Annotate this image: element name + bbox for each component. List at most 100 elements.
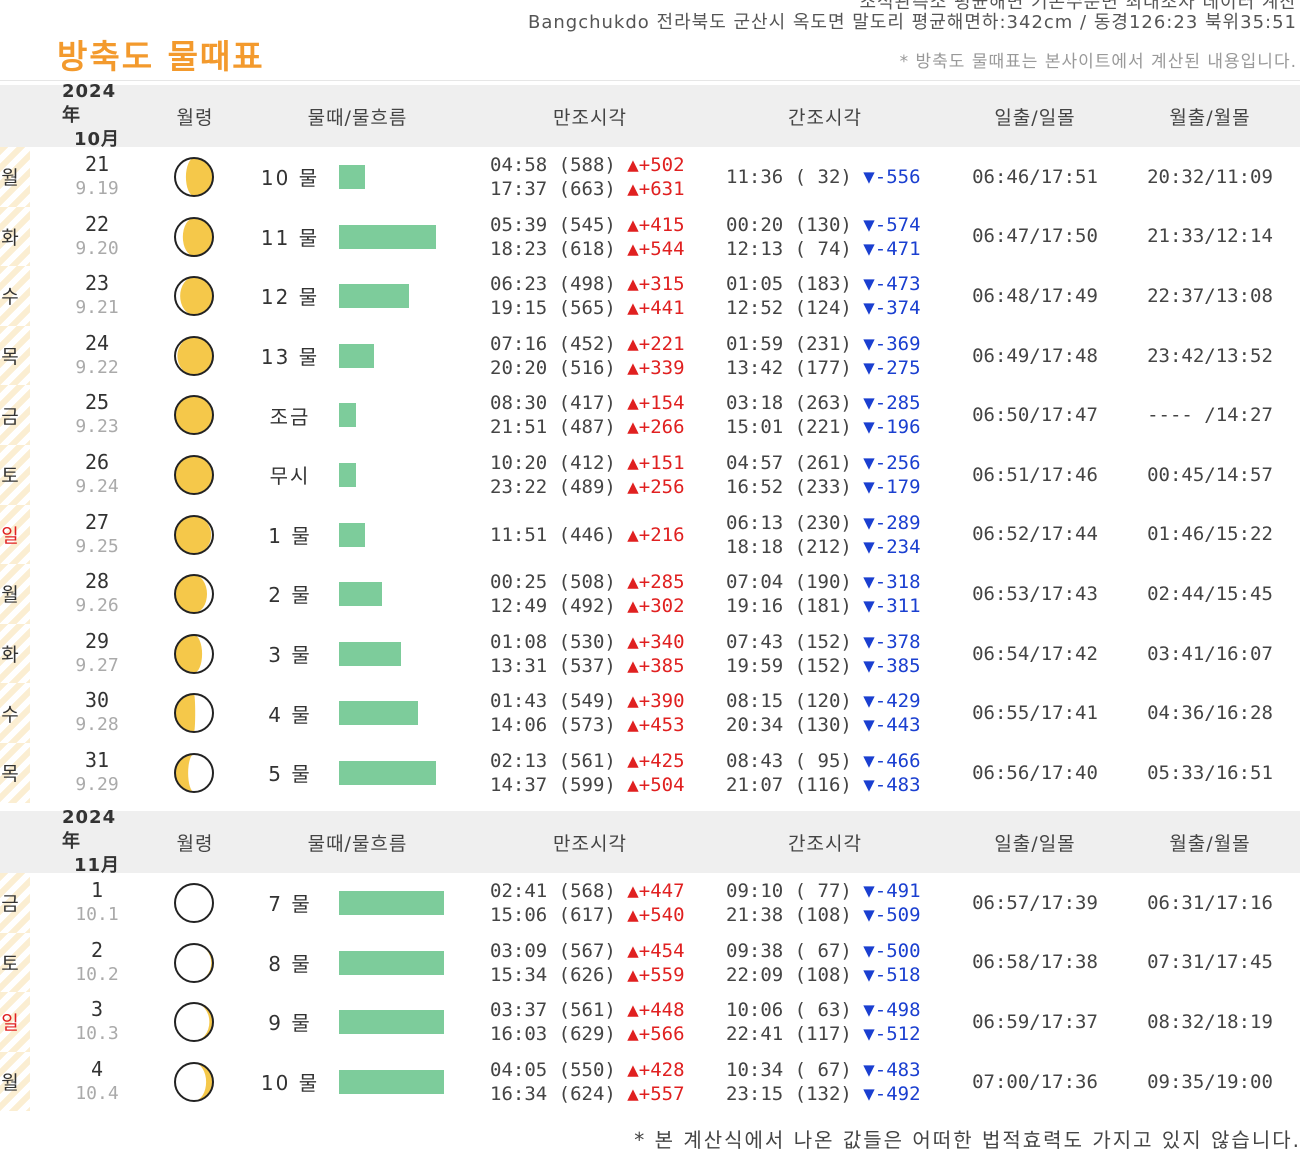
month-header-row: 2024年 10月 월령 물때/물흐름 만조시각 간조시각 일출/일몰 월출/월… <box>0 81 1300 150</box>
col-header-low-tide: 간조시각 <box>788 832 862 855</box>
month-table-november: 2024年 11月 월령 물때/물흐름 만조시각 간조시각 일출/일몰 월출/월… <box>0 807 1300 1112</box>
moon-phase-icon <box>173 514 215 556</box>
red-triangle-up-icon: ▲ <box>627 297 639 320</box>
moon-phase-icon <box>173 394 215 436</box>
high-tide-time: 15:34 (626) <box>490 963 616 986</box>
red-triangle-up-icon: ▲ <box>627 880 639 902</box>
month-label: 2024年 11月 <box>62 807 132 876</box>
day-number: 24 <box>84 330 110 355</box>
col-header-moon-age: 월령 <box>176 832 214 855</box>
day-number: 30 <box>84 688 110 713</box>
sunrise-sunset: 06:48/17:49 <box>972 284 1098 307</box>
high-tide-entry: 14:37 (599) ▲+504 <box>490 773 685 797</box>
lunar-date: 9.27 <box>75 654 119 676</box>
low-tide-time: 12:52 (124) <box>726 297 852 320</box>
tide-flow-bar <box>339 582 382 607</box>
moon-phase-icon <box>173 335 215 377</box>
tide-stage: 5 물 <box>268 762 312 787</box>
moonrise-moonset: 21:33/12:14 <box>1147 225 1273 248</box>
high-tide-time: 14:37 (599) <box>490 773 616 796</box>
high-tide-entry: 02:41 (568) ▲+447 <box>490 879 685 903</box>
blue-triangle-down-icon: ▼ <box>863 237 875 260</box>
low-tide-entry: 15:01 (221) ▼-196 <box>726 415 921 439</box>
day-number: 25 <box>84 390 110 415</box>
high-tide-diff: +425 <box>638 749 685 772</box>
blue-triangle-down-icon: ▼ <box>863 999 875 1022</box>
day-row: 일 27 9.25 1 물 11:51 (446) ▲+216 06:13 (230) ▼… <box>0 504 1300 565</box>
tide-stage: 12 물 <box>260 285 320 310</box>
weekday-strip <box>0 266 30 326</box>
tide-flow-bar <box>339 1010 444 1035</box>
month-header-row: 2024年 11月 월령 물때/물흐름 만조시각 간조시각 일출/일몰 월출/월… <box>0 807 1300 876</box>
low-tide-diff: -429 <box>874 690 921 713</box>
low-tide-diff: -574 <box>874 213 921 236</box>
high-tide-time: 12:49 (492) <box>490 595 616 618</box>
tide-stage: 무시 <box>269 464 311 489</box>
blue-triangle-down-icon: ▼ <box>863 654 875 677</box>
high-tide-time: 00:25 (508) <box>490 571 616 594</box>
day-row: 목 31 9.29 5 물 02:13 (561) ▲+425 14:37 (599) ▲… <box>0 742 1300 803</box>
low-tide-time: 03:18 (263) <box>726 392 852 415</box>
tide-stage: 9 물 <box>268 1011 312 1036</box>
moonrise-moonset: ---- /14:27 <box>1147 404 1273 427</box>
low-tide-entry: 03:18 (263) ▼-285 <box>726 391 921 415</box>
low-tide-time: 00:20 (130) <box>726 213 852 236</box>
moonrise-moonset: 06:31/17:16 <box>1147 891 1273 914</box>
weekday-label: 화 <box>1 644 19 667</box>
tide-flow-bar <box>339 224 436 249</box>
blue-triangle-down-icon: ▼ <box>863 416 875 439</box>
low-tide-time: 08:15 (120) <box>726 690 852 713</box>
low-tide-diff: -179 <box>874 475 921 498</box>
month-label: 2024年 10月 <box>62 81 132 150</box>
high-tide-entry: 06:23 (498) ▲+315 <box>490 272 685 296</box>
low-tide-time: 19:59 (152) <box>726 654 852 677</box>
red-triangle-up-icon: ▲ <box>627 714 639 737</box>
high-tide-time: 05:39 (545) <box>490 213 616 236</box>
sunrise-sunset: 06:54/17:42 <box>972 642 1098 665</box>
red-triangle-up-icon: ▲ <box>627 213 639 236</box>
high-tide-entry: 02:13 (561) ▲+425 <box>490 749 685 773</box>
high-tide-diff: +339 <box>638 356 685 379</box>
weekday-label: 수 <box>1 703 19 726</box>
tide-flow-bar <box>339 891 444 915</box>
low-tide-time: 13:42 (177) <box>726 356 852 379</box>
day-row: 월 4 10.4 10 물 04:05 (550) ▲+428 16:34 (624) ▲… <box>0 1051 1300 1112</box>
red-triangle-up-icon: ▲ <box>627 690 639 713</box>
col-header-sunrise-sunset: 일출/일몰 <box>994 832 1076 855</box>
high-tide-entry: 08:30 (417) ▲+154 <box>490 391 685 415</box>
high-tide-diff: +428 <box>638 1058 685 1081</box>
blue-triangle-down-icon: ▼ <box>863 535 875 558</box>
low-tide-time: 10:34 ( 67) <box>726 1058 852 1081</box>
low-tide-diff: -289 <box>874 511 921 534</box>
low-tide-diff: -491 <box>874 880 921 902</box>
weekday-strip <box>0 992 30 1052</box>
moon-phase-icon <box>173 882 215 924</box>
low-tide-diff: -512 <box>874 1023 921 1046</box>
blue-triangle-down-icon: ▼ <box>863 1082 875 1105</box>
high-tide-diff: +448 <box>638 999 685 1022</box>
month-month: 11月 <box>73 855 121 876</box>
high-tide-entry: 01:08 (530) ▲+340 <box>490 630 685 654</box>
day-row: 화 29 9.27 3 물 01:08 (530) ▲+340 13:31 (537) ▲… <box>0 623 1300 684</box>
low-tide-diff: -518 <box>874 963 921 986</box>
high-tide-diff: +390 <box>638 690 685 713</box>
red-triangle-up-icon: ▲ <box>627 773 639 796</box>
low-tide-diff: -443 <box>874 714 921 737</box>
high-tide-entry: 12:49 (492) ▲+302 <box>490 594 685 618</box>
blue-triangle-down-icon: ▼ <box>863 475 875 498</box>
weekday-label: 토 <box>1 465 19 488</box>
low-tide-entry: 08:43 ( 95) ▼-466 <box>726 749 921 773</box>
blue-triangle-down-icon: ▼ <box>863 297 875 320</box>
moon-phase-icon <box>173 752 215 794</box>
red-triangle-up-icon: ▲ <box>627 392 639 415</box>
lunar-date: 9.24 <box>75 475 119 497</box>
col-header-tide: 물때/물흐름 <box>307 106 408 129</box>
weekday-label: 일 <box>1 1012 19 1035</box>
moon-phase-icon <box>173 454 215 496</box>
day-row: 토 2 10.2 8 물 03:09 (567) ▲+454 15:34 (626) ▲+… <box>0 932 1300 993</box>
weekday-strip <box>0 147 30 207</box>
high-tide-entry: 16:34 (624) ▲+557 <box>490 1082 685 1106</box>
moon-phase-icon <box>173 156 215 198</box>
blue-triangle-down-icon: ▼ <box>863 356 875 379</box>
high-tide-time: 16:03 (629) <box>490 1023 616 1046</box>
